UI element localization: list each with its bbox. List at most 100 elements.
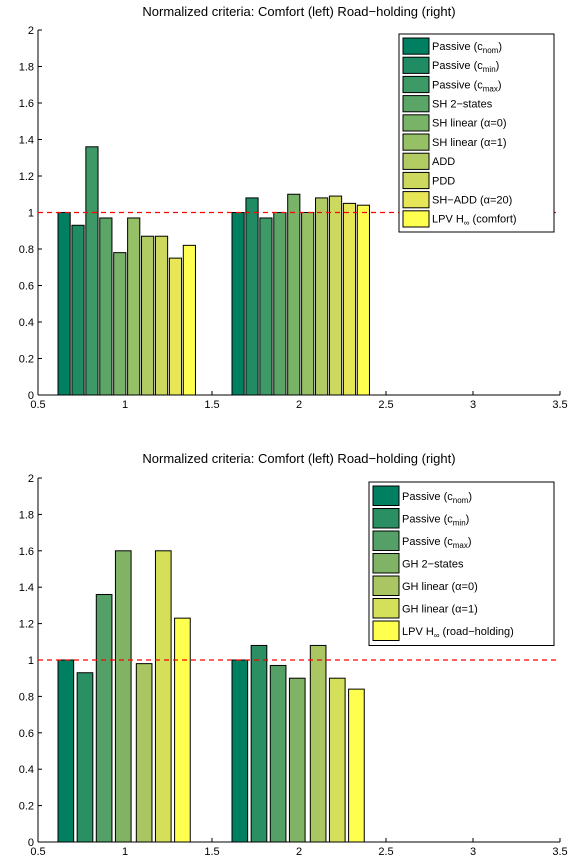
legend-swatch [372, 530, 400, 551]
bar-group1-series10 [182, 244, 196, 396]
legend-label: Passive (cnom) [432, 41, 502, 55]
chart-title: Normalized criteria: Comfort (left) Road… [142, 451, 455, 466]
legend-swatch [402, 37, 430, 55]
legend-swatch [402, 191, 430, 209]
x-tick-label: 2 [296, 399, 302, 411]
bar-group2-series5 [287, 193, 301, 396]
chart-title: Normalized criteria: Comfort (left) Road… [142, 4, 455, 19]
y-tick-label: 0.8 [19, 691, 34, 703]
bar-group2-series4 [273, 212, 287, 396]
bar-group1-series2 [76, 672, 94, 843]
bar-group1-series6 [127, 217, 141, 396]
legend-swatch [372, 598, 400, 619]
y-tick-label: 1.6 [19, 98, 34, 110]
x-tick-label: 3 [470, 846, 476, 858]
bar-group2-series5 [309, 644, 327, 843]
y-tick-label: 1.8 [19, 62, 34, 74]
y-tick-label: 0.8 [19, 244, 34, 256]
x-tick-label: 1.5 [204, 846, 219, 858]
bar-group1-series8 [154, 235, 169, 396]
bar-group1-series2 [71, 224, 85, 396]
legend-label: GH linear (α=1) [402, 603, 478, 615]
legend-label: LPV H∞ (comfort) [432, 214, 517, 228]
y-tick-label: 1 [28, 208, 34, 220]
legend-label: Passive (cmax) [432, 79, 502, 93]
bar-group1-series7 [141, 235, 155, 396]
bar-group1-series6 [154, 550, 172, 843]
legend-label: PDD [432, 175, 455, 187]
bar-group1-series1 [57, 659, 75, 843]
legend-box [368, 481, 555, 646]
legend-label: SH linear (α=0) [432, 118, 507, 130]
bar-group2-series10 [356, 204, 370, 396]
legend-label: SH−ADD (α=20) [432, 195, 512, 207]
x-tick-label: 2 [296, 846, 302, 858]
bar-group2-series3 [269, 664, 287, 843]
x-tick-label: 0.5 [30, 399, 45, 411]
bar-group1-series3 [85, 146, 99, 396]
legend-swatch [402, 133, 430, 151]
y-tick-label: 0.4 [19, 764, 34, 776]
bar-group2-series1 [231, 212, 245, 396]
bar-group2-series7 [315, 197, 329, 396]
bar-group2-series8 [328, 195, 343, 396]
bar-group1-series7 [174, 617, 191, 843]
y-tick-label: 2 [28, 473, 34, 485]
legend-swatch [372, 485, 400, 506]
x-tick-label: 0.5 [30, 846, 45, 858]
y-tick-label: 0.6 [19, 728, 34, 740]
legend-swatch [402, 152, 430, 170]
bar-group2-series2 [250, 644, 268, 843]
y-tick-label: 1.6 [19, 546, 34, 558]
legend-label: GH linear (α=0) [402, 581, 478, 593]
y-tick-label: 1.2 [19, 171, 34, 183]
bar-group2-series9 [342, 202, 357, 396]
legend-swatch [402, 114, 430, 132]
legend-swatch [402, 171, 430, 190]
bar-group2-series6 [328, 677, 346, 843]
legend-label: ADD [432, 156, 455, 168]
bar-group1-series1 [57, 212, 71, 396]
bar-group1-series3 [95, 593, 113, 843]
legend-swatch [402, 75, 430, 94]
bar-group1-series4 [114, 550, 132, 843]
bar-group2-series3 [259, 217, 273, 396]
y-tick-label: 1.4 [19, 135, 34, 147]
chart-top: Normalized criteria: Comfort (left) Road… [19, 4, 568, 411]
legend-label: Passive (cmax) [402, 536, 472, 550]
legend-swatch [372, 508, 400, 529]
y-tick-label: 0.2 [19, 801, 34, 813]
x-tick-label: 3.5 [552, 399, 567, 411]
bar-group2-series7 [348, 688, 365, 843]
x-tick-label: 1 [122, 399, 128, 411]
y-tick-label: 1.4 [19, 582, 34, 594]
chart-bottom: Normalized criteria: Comfort (left) Road… [19, 451, 568, 858]
y-tick-label: 0 [28, 390, 34, 402]
legend-swatch [402, 210, 430, 228]
bar-group2-series6 [301, 212, 315, 396]
bar-group2-series4 [288, 677, 306, 843]
legend-label: SH 2−states [432, 99, 493, 111]
y-tick-label: 1.2 [19, 619, 34, 631]
x-tick-label: 1.5 [204, 399, 219, 411]
y-tick-label: 2 [28, 25, 34, 37]
legend-label: Passive (cnom) [402, 491, 472, 505]
y-tick-label: 1 [28, 655, 34, 667]
legend-label: GH 2−states [402, 558, 464, 570]
y-tick-label: 0 [28, 837, 34, 849]
legend-label: SH linear (α=1) [432, 137, 507, 149]
bar-group1-series5 [113, 252, 127, 396]
bar-group1-series9 [168, 257, 183, 396]
bar-group1-series5 [135, 663, 153, 843]
legend-swatch [402, 95, 430, 113]
y-tick-label: 0.4 [19, 317, 34, 329]
legend-label: Passive (cmin) [402, 513, 469, 527]
legend-label: Passive (cmin) [432, 60, 499, 74]
x-tick-label: 2.5 [378, 846, 393, 858]
bar-group2-series2 [245, 197, 259, 396]
y-tick-label: 0.6 [19, 281, 34, 293]
x-tick-label: 3 [470, 399, 476, 411]
bar-group2-series1 [231, 659, 249, 843]
x-tick-label: 2.5 [378, 399, 393, 411]
